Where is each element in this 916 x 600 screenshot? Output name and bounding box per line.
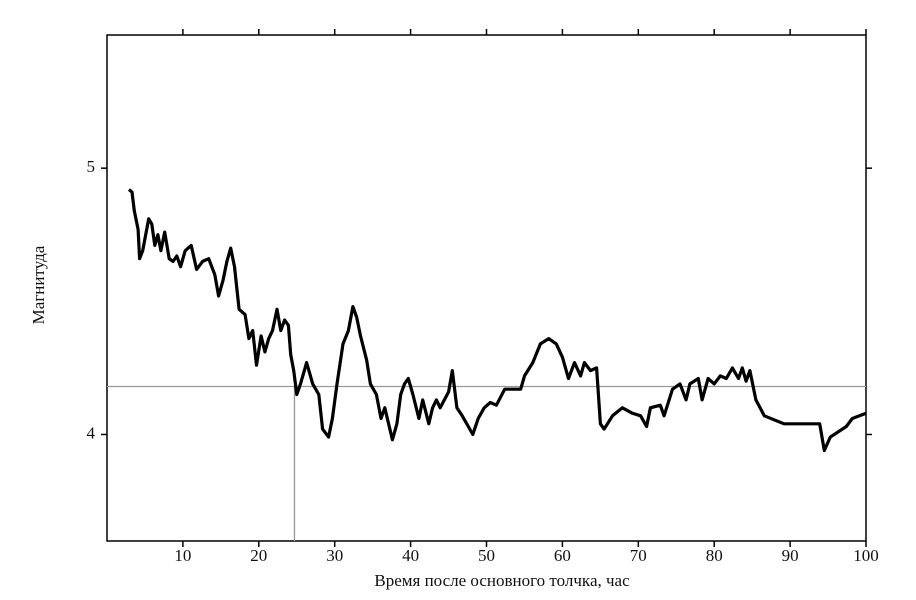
- x-tick-label: 50: [478, 546, 495, 565]
- x-tick-label: 80: [706, 546, 723, 565]
- x-tick-label: 60: [554, 546, 571, 565]
- x-tick-label: 70: [630, 546, 647, 565]
- x-tick-label: 100: [853, 546, 879, 565]
- x-tick-label: 10: [174, 546, 191, 565]
- y-tick-label: 5: [87, 157, 96, 176]
- x-tick-label: 30: [326, 546, 343, 565]
- x-tick-label: 40: [402, 546, 419, 565]
- x-tick-label: 90: [782, 546, 799, 565]
- x-tick-label: 20: [250, 546, 267, 565]
- y-axis-label: Магнитуда: [29, 245, 48, 324]
- data-line: [127, 188, 867, 453]
- x-axis-label: Время после основного толчка, час: [374, 571, 630, 590]
- y-tick-label: 4: [87, 423, 96, 442]
